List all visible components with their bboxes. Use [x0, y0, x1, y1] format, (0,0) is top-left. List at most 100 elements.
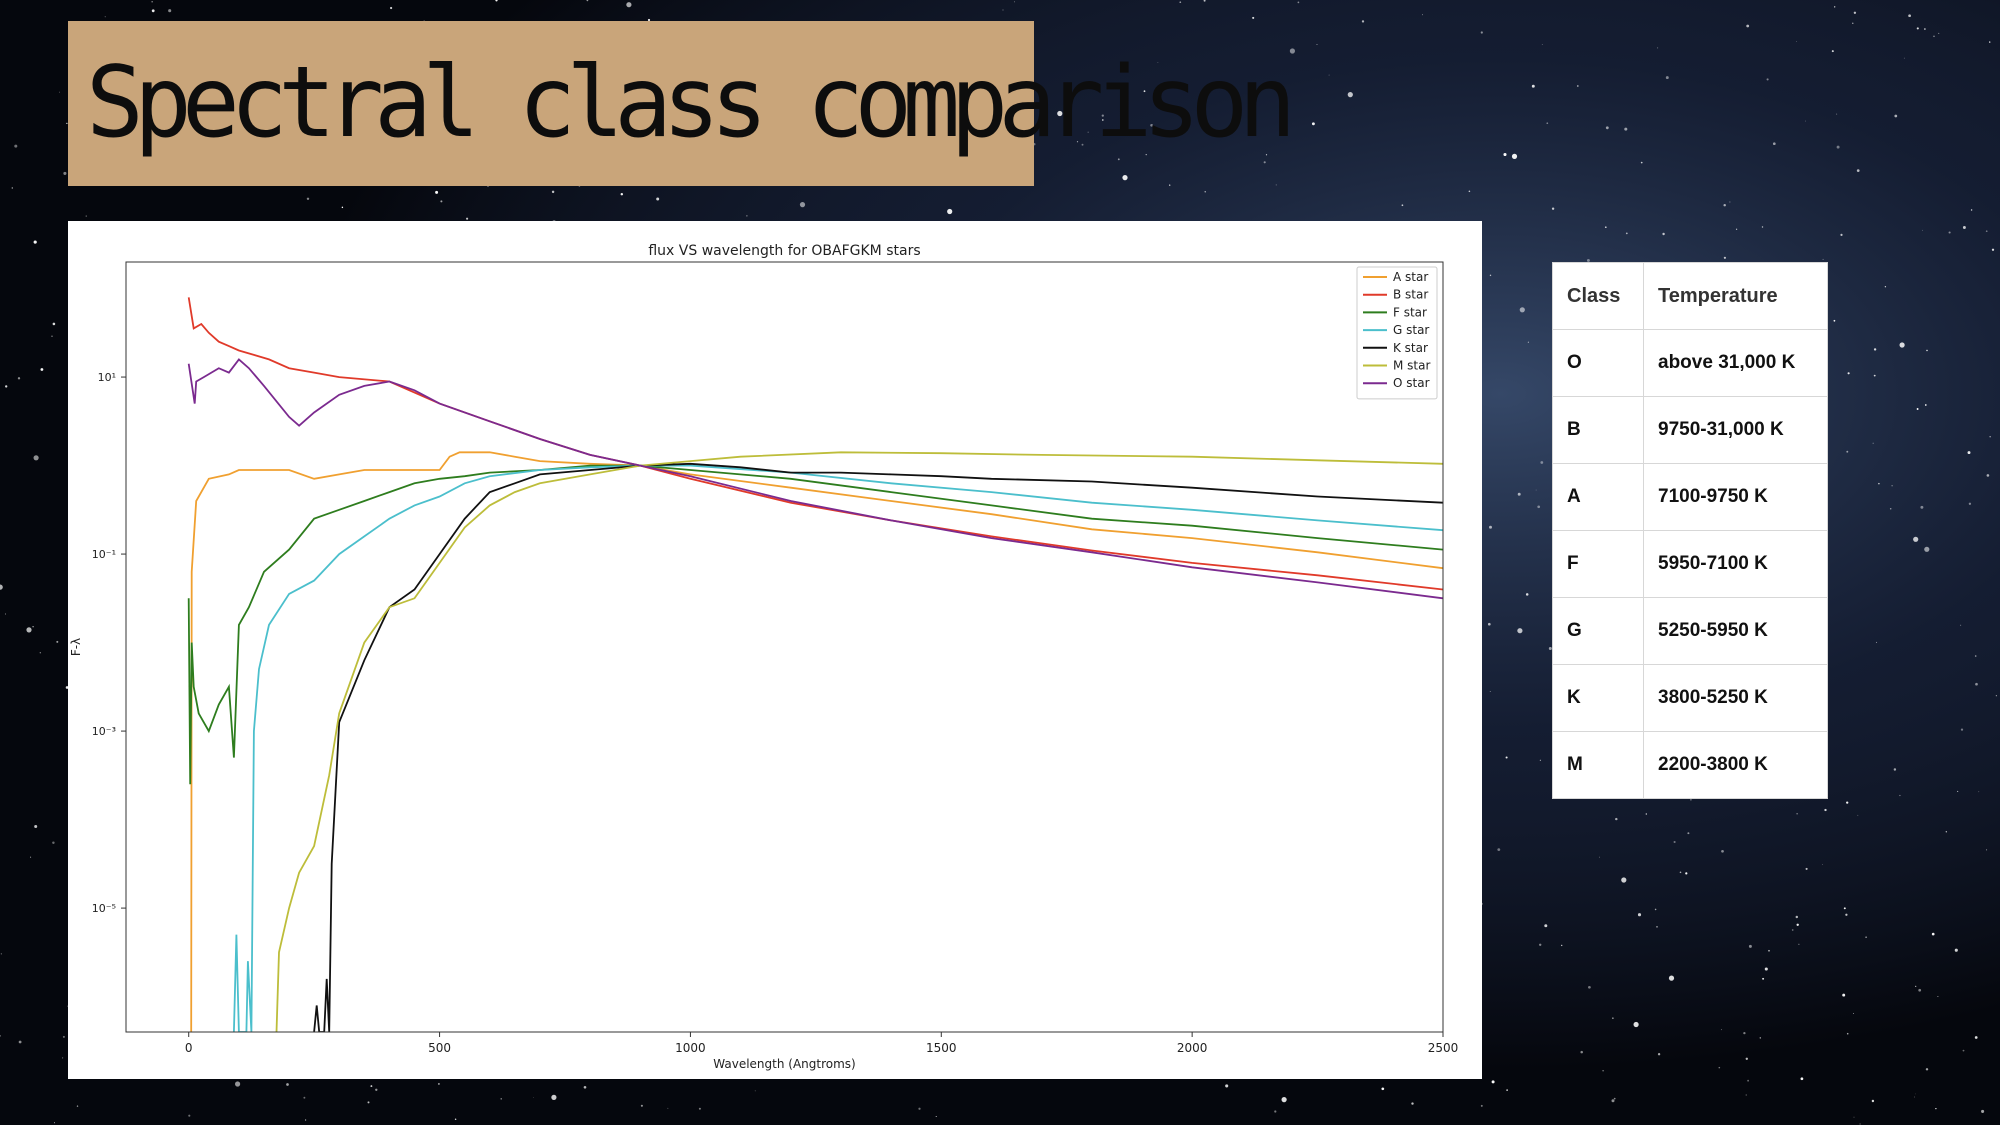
series-line-f-star	[187, 464, 1443, 785]
star-dot	[1487, 622, 1491, 626]
x-tick-label: 0	[185, 1041, 193, 1055]
star-dot	[1311, 122, 1315, 126]
x-tick-label: 2500	[1428, 1041, 1459, 1055]
star-dot	[1933, 35, 1935, 38]
star-dot	[1150, 123, 1153, 127]
star-dot	[1746, 24, 1750, 28]
star-dot	[1497, 848, 1501, 851]
star-dot	[1645, 813, 1647, 815]
star-dot	[1723, 256, 1726, 259]
star-dot	[26, 627, 32, 633]
star-dot	[303, 1096, 306, 1099]
star-dot	[1561, 944, 1563, 947]
star-dot	[1935, 1107, 1937, 1110]
star-dot	[583, 1085, 587, 1089]
star-dot	[1873, 348, 1877, 351]
star-dot	[1822, 864, 1823, 865]
star-dot	[1918, 988, 1922, 992]
star-dot	[1624, 127, 1628, 131]
star-dot	[0, 1035, 1, 1037]
star-dot	[1057, 110, 1063, 117]
star-dot	[1480, 31, 1483, 34]
star-dot	[1967, 451, 1971, 455]
star-dot	[1884, 286, 1887, 288]
star-dot	[1381, 1087, 1385, 1091]
star-dot	[1145, 154, 1147, 156]
star-dot	[1894, 114, 1898, 118]
star-dot	[1611, 1099, 1615, 1103]
star-dot	[76, 1105, 79, 1107]
class-cell: O	[1552, 329, 1644, 397]
star-dot	[1531, 84, 1535, 88]
star-dot	[1772, 142, 1776, 146]
star-dot	[1743, 1031, 1746, 1035]
star-dot	[1796, 813, 1798, 815]
star-dot	[188, 1114, 191, 1117]
star-dot	[1204, 191, 1206, 193]
star-dot	[1805, 120, 1806, 122]
class-cell: K	[1552, 664, 1644, 732]
star-dot	[1517, 492, 1521, 496]
table-row: B 9750-31,000 K	[1552, 396, 1828, 464]
y-tick-label: 10⁻¹	[92, 548, 116, 561]
star-dot	[1662, 232, 1665, 236]
star-dot	[551, 190, 555, 194]
star-dot	[1846, 801, 1849, 804]
star-dot	[440, 200, 443, 203]
class-cell: G	[1552, 597, 1644, 665]
star-dot	[1101, 119, 1104, 121]
star-dot	[1687, 832, 1690, 835]
star-dot	[1225, 1084, 1229, 1088]
star-dot	[437, 1082, 440, 1085]
star-dot	[1822, 258, 1824, 260]
star-dot	[586, 0, 589, 2]
star-dot	[1297, 1, 1300, 4]
series-line-o-star	[187, 358, 1443, 600]
star-dot	[1503, 152, 1507, 157]
star-dot	[1468, 190, 1471, 193]
star-dot	[1274, 1110, 1277, 1113]
star-dot	[1795, 915, 1799, 919]
spectral-class-table: Class Temperature O above 31,000 K B 975…	[1552, 262, 1828, 799]
star-dot	[1873, 374, 1876, 377]
star-dot	[1791, 929, 1794, 931]
star-dot	[65, 686, 69, 689]
star-dot	[1962, 1049, 1965, 1052]
star-dot	[1544, 924, 1548, 928]
star-dot	[1690, 798, 1692, 801]
star-dot	[1540, 461, 1544, 464]
star-dot	[14, 144, 18, 148]
star-dot	[1931, 932, 1935, 936]
star-dot	[1970, 209, 1973, 211]
star-dot	[1252, 16, 1255, 19]
star-dot	[1962, 226, 1966, 229]
star-dot	[454, 1118, 457, 1121]
star-dot	[1665, 76, 1669, 80]
y-axis-label: F-λ	[69, 638, 83, 656]
temperature-cell: 2200-3800 K	[1643, 731, 1828, 799]
star-dot	[389, 6, 393, 10]
star-dot	[1723, 203, 1726, 207]
star-dot	[667, 1107, 669, 1109]
star-dot	[1989, 41, 1991, 43]
star-dot	[367, 1101, 370, 1104]
star-dot	[40, 368, 44, 371]
star-dot	[1117, 158, 1120, 161]
star-dot	[18, 1040, 22, 1044]
star-dot	[1002, 9, 1004, 11]
star-dot	[370, 1085, 373, 1088]
star-dot	[1625, 232, 1628, 235]
star-dot	[1847, 372, 1850, 375]
star-dot	[1761, 226, 1764, 228]
star-dot	[151, 1, 153, 3]
star-dot	[1766, 78, 1769, 81]
star-dot	[1613, 1097, 1616, 1100]
star-dot	[500, 1098, 502, 1100]
star-dot	[1836, 145, 1840, 149]
star-dot	[1265, 154, 1268, 156]
star-dot	[1218, 81, 1220, 83]
star-dot	[1718, 1066, 1721, 1069]
star-dot	[1551, 207, 1555, 210]
star-dot	[1275, 184, 1277, 186]
star-dot	[1796, 923, 1799, 926]
